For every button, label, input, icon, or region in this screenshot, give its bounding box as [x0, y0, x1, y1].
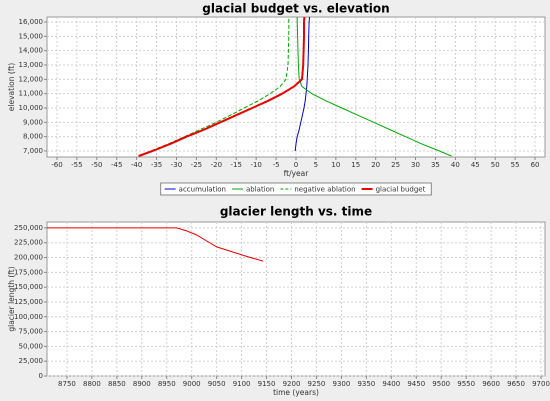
y-tick-label: 7,000: [23, 147, 43, 155]
chart-title: glacier length vs. time: [220, 205, 372, 219]
x-tick-label: 8950: [158, 380, 176, 388]
x-tick-label: 30: [411, 161, 420, 169]
x-tick-label: 45: [471, 161, 480, 169]
x-tick-label: -15: [231, 161, 242, 169]
x-tick-label: 60: [531, 161, 540, 169]
y-tick-label: 8,000: [23, 133, 43, 141]
legend-label: ablation: [246, 186, 274, 194]
x-tick-label: -5: [273, 161, 280, 169]
x-tick-label: -25: [191, 161, 202, 169]
y-tick-label: 150,000: [14, 283, 43, 291]
y-tick-label: 12,000: [19, 75, 44, 83]
x-tick-label: 9450: [407, 380, 425, 388]
y-tick-label: 100,000: [14, 313, 43, 321]
x-axis-label: ft/year: [284, 169, 310, 178]
x-tick-label: 9150: [258, 380, 276, 388]
y-tick-label: 25,000: [19, 357, 44, 365]
x-tick-label: 20: [371, 161, 380, 169]
x-tick-label: -55: [71, 161, 82, 169]
x-tick-label: 9600: [482, 380, 500, 388]
series-line: [138, 17, 306, 157]
x-tick-label: -35: [151, 161, 162, 169]
y-tick-label: 14,000: [19, 47, 44, 55]
y-tick-label: 75,000: [19, 328, 44, 336]
y-tick-label: 225,000: [14, 239, 43, 247]
y-tick-label: 13,000: [19, 61, 44, 69]
x-tick-label: 9100: [233, 380, 251, 388]
y-tick-label: 10,000: [19, 104, 44, 112]
y-tick-label: 175,000: [14, 268, 43, 276]
legend: accumulation ablation negative ablation gla…: [160, 182, 432, 196]
x-tick-label: 5: [314, 161, 318, 169]
x-tick-label: 40: [451, 161, 460, 169]
y-tick-label: 200,000: [14, 254, 43, 262]
y-axis-label: glacier length (ft): [7, 266, 16, 331]
y-tick-label: 0: [39, 372, 43, 380]
legend-box: [160, 182, 432, 196]
x-tick-label: 9200: [283, 380, 301, 388]
x-tick-label: 9550: [457, 380, 475, 388]
x-tick-label: 8850: [108, 380, 126, 388]
y-tick-label: 16,000: [19, 18, 44, 26]
series-line: [294, 17, 310, 152]
y-tick-label: 125,000: [14, 298, 43, 306]
x-tick-label: 35: [431, 161, 440, 169]
legend-label: glacial budget: [376, 186, 426, 194]
y-tick-label: 11,000: [19, 90, 44, 98]
x-tick-label: 50: [491, 161, 500, 169]
x-tick-label: 9500: [432, 380, 450, 388]
x-tick-label: 55: [511, 161, 520, 169]
x-tick-label: 25: [391, 161, 400, 169]
y-tick-label: 50,000: [19, 342, 44, 350]
x-tick-label: -30: [171, 161, 182, 169]
y-tick-label: 9,000: [23, 118, 43, 126]
legend-label: negative ablation: [294, 186, 355, 194]
x-tick-label: 9350: [357, 380, 375, 388]
x-tick-label: 9050: [208, 380, 226, 388]
x-tick-label: 8750: [58, 380, 76, 388]
x-tick-label: 0: [294, 161, 298, 169]
y-tick-label: 250,000: [14, 224, 43, 232]
x-tick-label: -40: [131, 161, 142, 169]
x-tick-label: -10: [250, 161, 261, 169]
x-tick-label: 8900: [133, 380, 151, 388]
x-tick-label: 10: [331, 161, 340, 169]
series-line: [47, 227, 264, 262]
x-tick-label: 9250: [308, 380, 326, 388]
plot-area: [46, 221, 546, 377]
x-tick-label: 8800: [83, 380, 101, 388]
x-tick-label: 9700: [532, 380, 550, 388]
y-axis-label: elevation (ft): [7, 63, 16, 111]
x-tick-label: 9650: [507, 380, 525, 388]
series-line: [296, 17, 452, 157]
x-tick-label: -50: [91, 161, 102, 169]
legend-label: accumulation: [179, 186, 226, 194]
x-tick-label: 9300: [332, 380, 350, 388]
x-tick-label: -60: [51, 161, 62, 169]
x-tick-label: 15: [351, 161, 360, 169]
x-tick-label: 9400: [382, 380, 400, 388]
x-tick-label: -20: [211, 161, 222, 169]
chart-title: glacial budget vs. elevation: [202, 2, 389, 16]
x-tick-label: -45: [111, 161, 122, 169]
y-tick-label: 15,000: [19, 32, 44, 40]
x-tick-label: 9000: [183, 380, 201, 388]
x-axis-label: time (years): [273, 388, 319, 397]
